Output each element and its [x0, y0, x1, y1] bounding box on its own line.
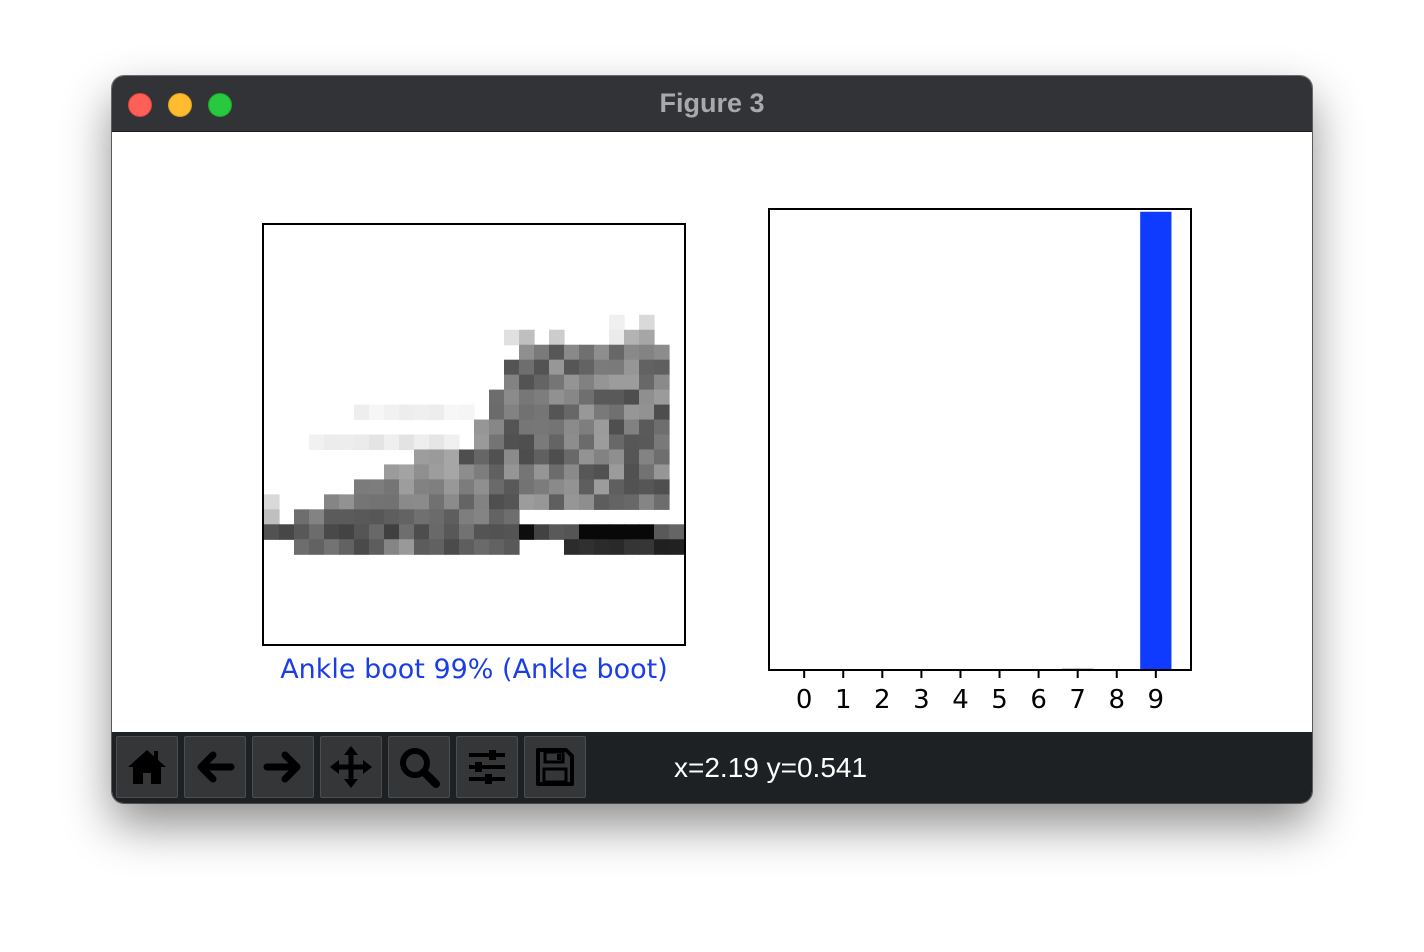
cursor-coordinates: x=2.19 y=0.541: [674, 752, 868, 783]
x-tick-label-9: 9: [1148, 685, 1165, 715]
pan-button[interactable]: [320, 736, 382, 798]
close-window-button[interactable]: [128, 93, 152, 117]
arrow-left-icon: [197, 751, 235, 783]
minimize-window-button[interactable]: [168, 93, 192, 117]
save-button[interactable]: [524, 736, 586, 798]
prediction-label: Ankle boot 99% (Ankle boot): [280, 654, 668, 685]
x-tick-label-4: 4: [952, 685, 969, 715]
bar-axes-frame: [768, 208, 1192, 671]
zoom-window-button[interactable]: [208, 93, 232, 117]
x-tick-label-6: 6: [1030, 685, 1047, 715]
title-bar[interactable]: Figure 3: [112, 76, 1312, 132]
x-tick-label-2: 2: [874, 685, 891, 715]
back-button[interactable]: [184, 736, 246, 798]
bar-9: [1140, 211, 1172, 671]
x-tick-label-8: 8: [1108, 685, 1125, 715]
move-icon: [330, 746, 372, 788]
arrow-right-icon: [263, 751, 301, 783]
image-axes: [262, 223, 686, 646]
x-tick-label-1: 1: [835, 685, 852, 715]
forward-button[interactable]: [252, 736, 314, 798]
x-tick-label-0: 0: [796, 685, 813, 715]
navigation-toolbar: [112, 732, 1312, 803]
home-button[interactable]: [116, 736, 178, 798]
sliders-icon: [469, 750, 505, 784]
x-tick-label-7: 7: [1069, 685, 1086, 715]
home-icon: [128, 750, 166, 784]
magnifier-icon: [400, 748, 440, 788]
x-tick-label-3: 3: [913, 685, 930, 715]
x-tick-label-5: 5: [991, 685, 1008, 715]
zoom-button[interactable]: [388, 736, 450, 798]
window-title: Figure 3: [659, 88, 765, 118]
floppy-disk-icon: [536, 748, 574, 786]
configure-subplots-button[interactable]: [456, 736, 518, 798]
fashion-image: [264, 314, 684, 555]
